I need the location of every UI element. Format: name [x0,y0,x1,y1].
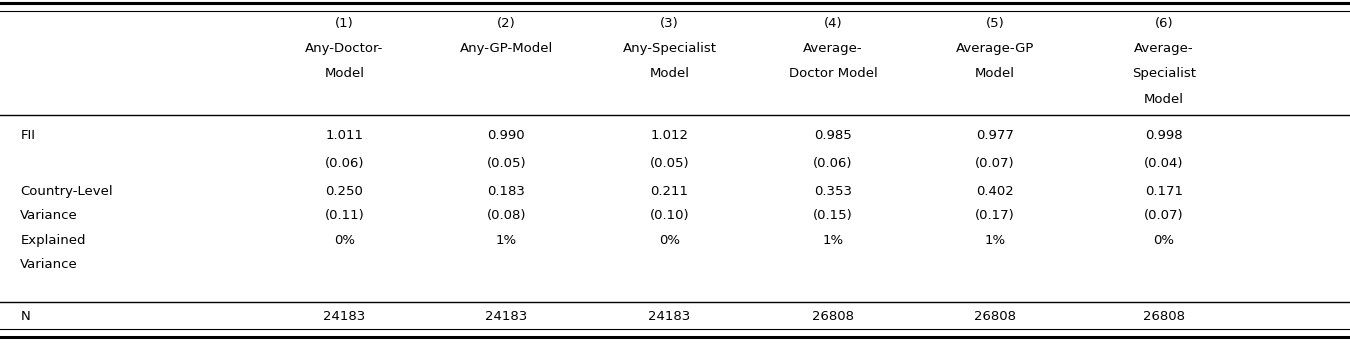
Text: (5): (5) [986,17,1004,30]
Text: 0%: 0% [1153,234,1174,247]
Text: Average-GP: Average-GP [956,42,1034,55]
Text: Specialist: Specialist [1131,67,1196,81]
Text: Average-: Average- [803,42,863,55]
Text: 1.012: 1.012 [651,129,688,142]
Text: 0.171: 0.171 [1145,185,1183,198]
Text: (0.15): (0.15) [813,209,853,222]
Text: Model: Model [649,67,690,81]
Text: Average-: Average- [1134,42,1193,55]
Text: 1.011: 1.011 [325,129,363,142]
Text: 26808: 26808 [973,310,1017,323]
Text: FII: FII [20,129,35,142]
Text: Variance: Variance [20,209,78,222]
Text: Any-Doctor-: Any-Doctor- [305,42,383,55]
Text: Model: Model [975,67,1015,81]
Text: (3): (3) [660,17,679,30]
Text: (0.06): (0.06) [813,156,853,170]
Text: 0.211: 0.211 [651,185,688,198]
Text: 0.402: 0.402 [976,185,1014,198]
Text: 0.977: 0.977 [976,129,1014,142]
Text: 0.250: 0.250 [325,185,363,198]
Text: Variance: Variance [20,258,78,271]
Text: (0.10): (0.10) [649,209,690,222]
Text: Model: Model [1143,93,1184,106]
Text: (0.04): (0.04) [1143,156,1184,170]
Text: 0%: 0% [659,234,680,247]
Text: 1%: 1% [495,234,517,247]
Text: Country-Level: Country-Level [20,185,113,198]
Text: (0.11): (0.11) [324,209,365,222]
Text: 26808: 26808 [811,310,855,323]
Text: N: N [20,310,30,323]
Text: (1): (1) [335,17,354,30]
Text: 0.353: 0.353 [814,185,852,198]
Text: (6): (6) [1154,17,1173,30]
Text: 1%: 1% [822,234,844,247]
Text: 24183: 24183 [323,310,366,323]
Text: (0.07): (0.07) [1143,209,1184,222]
Text: Model: Model [324,67,365,81]
Text: (0.05): (0.05) [649,156,690,170]
Text: 24183: 24183 [648,310,691,323]
Text: Any-GP-Model: Any-GP-Model [459,42,554,55]
Text: (0.06): (0.06) [324,156,365,170]
Text: 0.183: 0.183 [487,185,525,198]
Text: 24183: 24183 [485,310,528,323]
Text: 0.990: 0.990 [487,129,525,142]
Text: 0.998: 0.998 [1145,129,1183,142]
Text: (2): (2) [497,17,516,30]
Text: (0.05): (0.05) [486,156,526,170]
Text: 0.985: 0.985 [814,129,852,142]
Text: (0.08): (0.08) [486,209,526,222]
Text: Explained: Explained [20,234,86,247]
Text: (4): (4) [824,17,842,30]
Text: 26808: 26808 [1142,310,1185,323]
Text: 1%: 1% [984,234,1006,247]
Text: (0.07): (0.07) [975,156,1015,170]
Text: (0.17): (0.17) [975,209,1015,222]
Text: Doctor Model: Doctor Model [788,67,878,81]
Text: 0%: 0% [333,234,355,247]
Text: Any-Specialist: Any-Specialist [622,42,717,55]
